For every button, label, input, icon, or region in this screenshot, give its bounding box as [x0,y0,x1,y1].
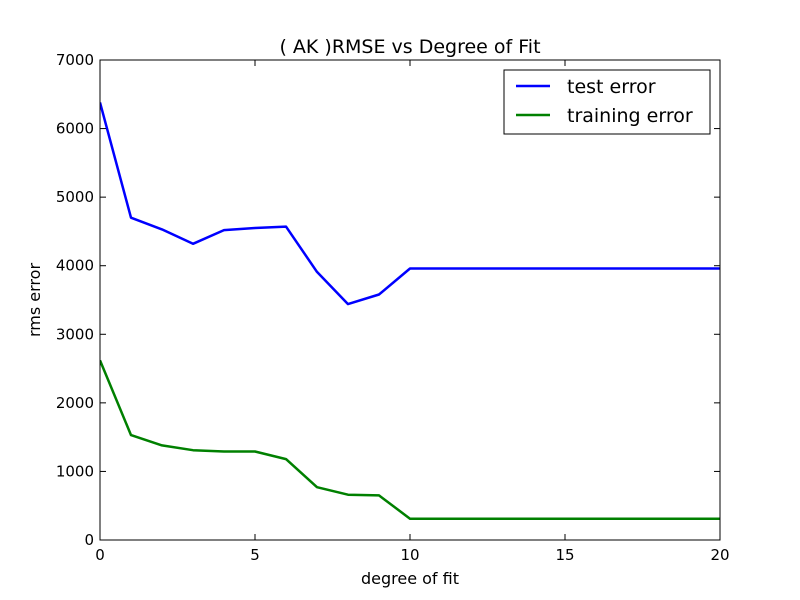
y-tick-label: 4000 [56,257,94,275]
y-axis-ticks: 0 1000 2000 3000 4000 5000 6000 7000 [56,51,720,549]
series-line-test-error [100,102,720,306]
y-tick-label: 7000 [56,51,94,69]
x-tick-label: 15 [555,546,574,564]
x-axis-ticks: 0 5 10 15 20 [95,60,730,564]
x-tick-label: 0 [95,546,105,564]
y-tick-label: 6000 [56,120,94,138]
x-tick-label: 10 [400,546,419,564]
y-tick-label: 5000 [56,188,94,206]
y-tick-label: 0 [84,531,94,549]
x-tick-label: 20 [710,546,729,564]
y-tick-label: 1000 [56,462,94,480]
x-tick-label: 5 [250,546,260,564]
x-axis-label: degree of fit [361,569,459,588]
plot-lines [100,102,720,520]
chart-title: ( AK )RMSE vs Degree of Fit [279,36,540,58]
y-axis-label: rms error [25,263,44,337]
series-line-training-error [100,359,720,520]
legend: test error training error [503,69,711,135]
legend-label: test error [567,76,656,98]
legend-label: training error [567,105,693,127]
y-tick-label: 2000 [56,394,94,412]
legend-box [503,69,711,135]
y-tick-label: 3000 [56,325,94,343]
